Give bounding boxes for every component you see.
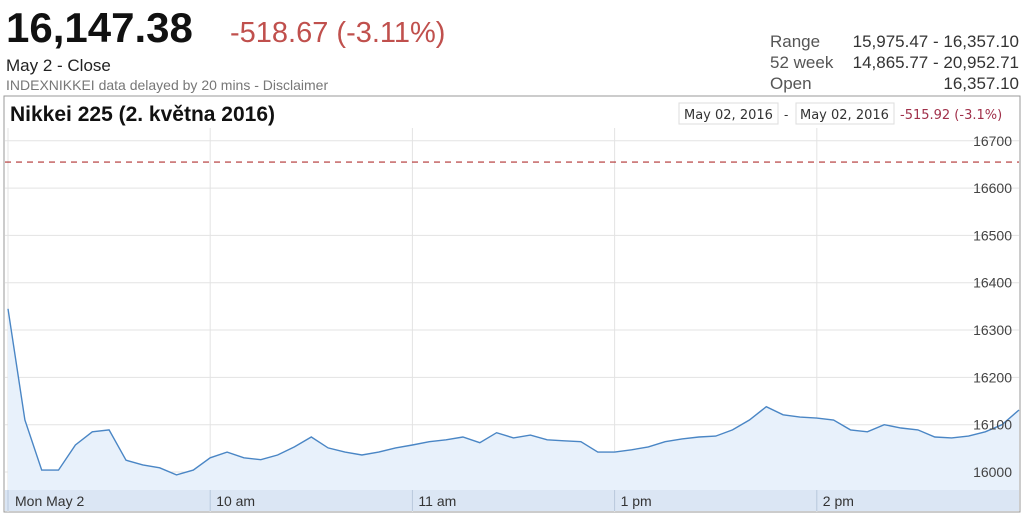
area [8,308,1019,490]
stat-label: Range [770,32,820,51]
x-tick-label: Mon May 2 [15,493,84,509]
subtitle: May 2 - Close [6,56,111,75]
y-tick-label: 16200 [973,369,1012,385]
y-tick-label: 16400 [973,275,1012,291]
note: INDEXNIKKEI data delayed by 20 mins - Di… [6,77,328,93]
y-tick-label: 16500 [973,227,1012,243]
change: -518.67 (-3.11%) [230,17,445,49]
x-tick-label: 2 pm [823,493,854,509]
line [7,308,1020,476]
x-tick-label: 11 am [418,493,456,509]
date-box [795,102,895,125]
y-tick-label: 16300 [973,322,1012,338]
stat-label: 52 week [770,53,834,72]
date-start: May 02, 2016 [684,108,773,123]
date-box [678,102,779,125]
date-end: May 02, 2016 [800,108,889,123]
y-tick-label: 16100 [973,417,1012,433]
x-tick-label: 1 pm [621,493,652,509]
chart-title: Nikkei 225 (2. května 2016) [10,103,275,126]
price: 16,147.38 [6,4,193,51]
period-change: -515.92 (-3.1%) [900,108,1002,123]
x-axis-band [5,490,1019,511]
stat-value: 16,357.10 [943,74,1019,93]
date-separator: - [784,107,788,122]
stat-value: 14,865.77 - 20,952.71 [853,53,1019,72]
stat-value: 15,975.47 - 16,357.10 [853,32,1019,51]
stat-label: Open [770,74,812,93]
y-tick-label: 16000 [973,464,1012,480]
y-tick-label: 16700 [973,133,1012,149]
y-tick-label: 16600 [973,180,1012,196]
x-tick-label: 10 am [216,493,255,509]
